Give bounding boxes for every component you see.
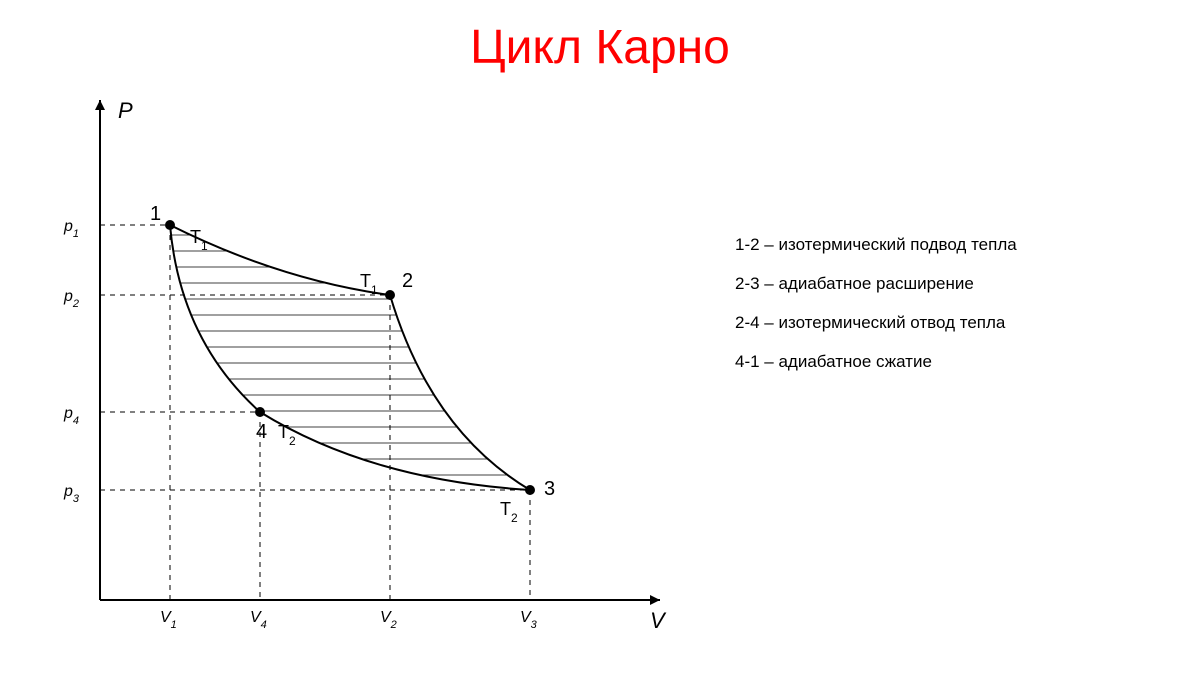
legend-line-1: 1-2 – изотермический подвод тепла <box>735 225 1017 264</box>
svg-text:3: 3 <box>544 478 555 500</box>
legend-line-3: 2-4 – изотермический отвод тепла <box>735 303 1017 342</box>
svg-text:P: P <box>118 98 133 123</box>
pv-diagram: P Vp1 p2 p4 p3 V1 V4 V2 V3 1 T1 2 T1 3 T2 4 T2 <box>40 80 700 660</box>
svg-text:1: 1 <box>150 203 161 225</box>
svg-text:V3: V3 <box>520 609 538 631</box>
svg-text:V4: V4 <box>250 609 267 631</box>
page-title: Цикл Карно <box>0 20 1200 75</box>
svg-text:T1: T1 <box>360 271 378 297</box>
svg-text:V: V <box>650 608 667 633</box>
svg-text:T2: T2 <box>500 499 518 525</box>
svg-text:4: 4 <box>256 421 267 443</box>
svg-text:p1: p1 <box>63 218 79 240</box>
svg-text:p2: p2 <box>63 288 79 310</box>
svg-text:V1: V1 <box>160 609 177 631</box>
legend-block: 1-2 – изотермический подвод тепла 2-3 – … <box>735 225 1017 381</box>
legend-line-2: 2-3 – адиабатное расширение <box>735 264 1017 303</box>
svg-text:T2: T2 <box>278 422 296 448</box>
legend-line-4: 4-1 – адиабатное сжатие <box>735 342 1017 381</box>
svg-text:T1: T1 <box>190 227 208 253</box>
svg-text:p3: p3 <box>63 483 80 505</box>
svg-text:2: 2 <box>402 270 413 292</box>
svg-text:p4: p4 <box>63 405 79 427</box>
svg-text:V2: V2 <box>380 609 397 631</box>
